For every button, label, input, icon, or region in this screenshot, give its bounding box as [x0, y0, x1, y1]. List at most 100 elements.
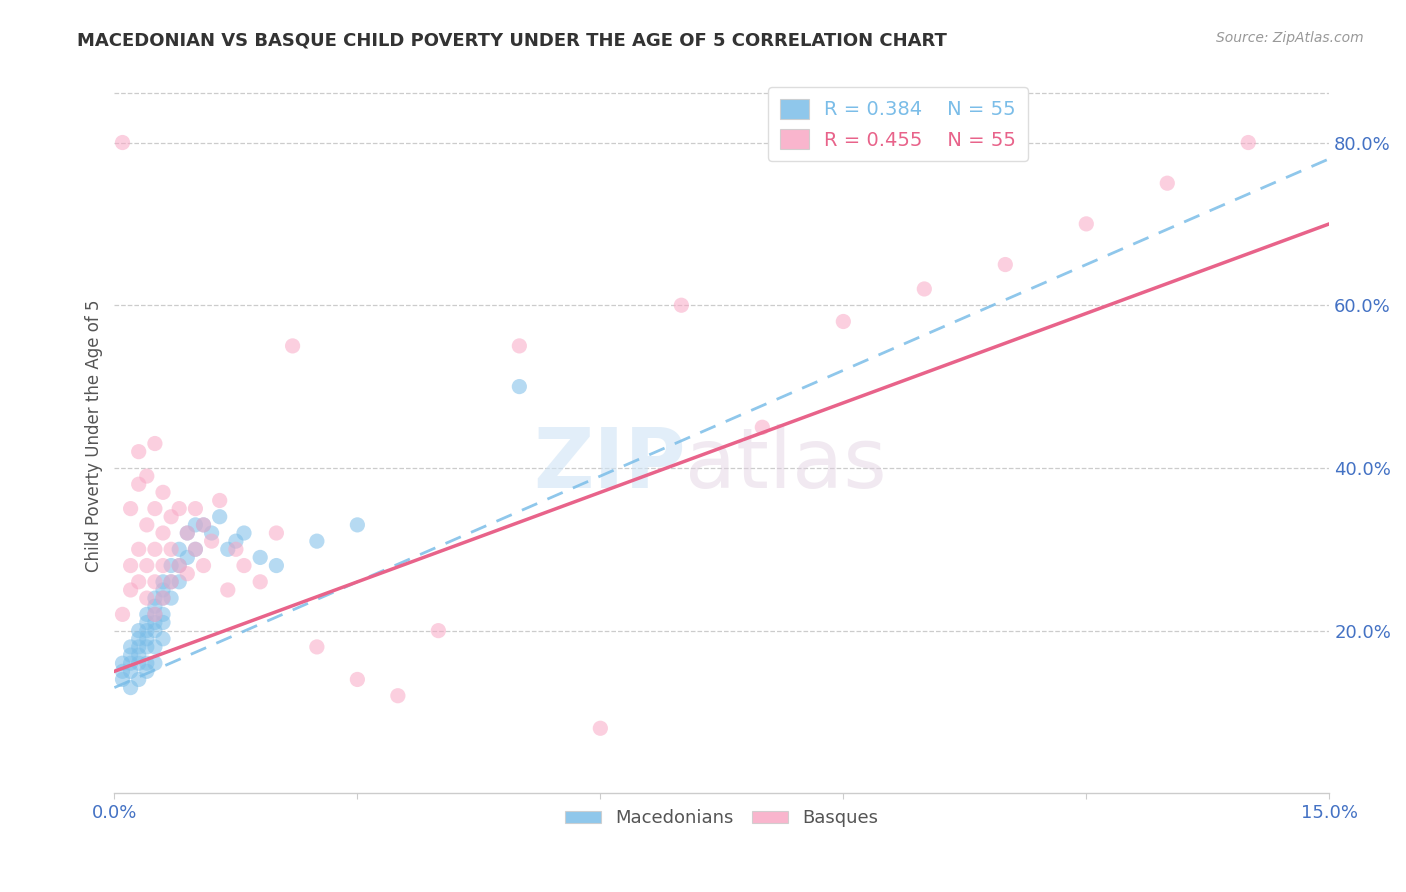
Point: [305, 640, 328, 654]
Point: [832, 314, 855, 328]
Y-axis label: Child Poverty Under the Age of 5: Child Poverty Under the Age of 5: [86, 299, 103, 572]
Point: [167, 501, 190, 516]
Point: [135, 607, 157, 622]
Point: [120, 640, 142, 654]
Point: [208, 509, 231, 524]
Point: [143, 542, 166, 557]
Point: [120, 582, 142, 597]
Point: [128, 574, 150, 589]
Point: [994, 258, 1017, 272]
Point: [128, 624, 150, 638]
Point: [143, 656, 166, 670]
Point: [152, 632, 174, 646]
Point: [135, 591, 157, 606]
Point: [128, 656, 150, 670]
Point: [111, 665, 134, 679]
Point: [128, 648, 150, 662]
Point: [111, 136, 134, 150]
Point: [135, 640, 157, 654]
Point: [1156, 176, 1178, 190]
Point: [143, 615, 166, 630]
Point: [346, 673, 368, 687]
Point: [208, 493, 231, 508]
Point: [427, 624, 450, 638]
Point: [184, 542, 207, 557]
Point: [143, 436, 166, 450]
Point: [266, 558, 288, 573]
Point: [128, 444, 150, 458]
Point: [135, 665, 157, 679]
Point: [167, 542, 190, 557]
Point: [233, 558, 256, 573]
Point: [281, 339, 304, 353]
Point: [135, 624, 157, 638]
Point: [135, 656, 157, 670]
Point: [167, 574, 190, 589]
Point: [193, 517, 215, 532]
Point: [589, 721, 612, 735]
Point: [160, 542, 183, 557]
Text: Source: ZipAtlas.com: Source: ZipAtlas.com: [1216, 31, 1364, 45]
Point: [143, 501, 166, 516]
Point: [176, 566, 198, 581]
Point: [184, 517, 207, 532]
Point: [167, 558, 190, 573]
Point: [152, 526, 174, 541]
Point: [346, 517, 368, 532]
Point: [152, 574, 174, 589]
Point: [120, 681, 142, 695]
Point: [167, 558, 190, 573]
Point: [160, 558, 183, 573]
Point: [111, 656, 134, 670]
Point: [176, 526, 198, 541]
Point: [120, 656, 142, 670]
Point: [152, 582, 174, 597]
Point: [152, 607, 174, 622]
Point: [135, 469, 157, 483]
Text: atlas: atlas: [685, 424, 887, 505]
Point: [176, 550, 198, 565]
Point: [508, 339, 530, 353]
Point: [135, 615, 157, 630]
Point: [128, 673, 150, 687]
Point: [143, 591, 166, 606]
Point: [193, 558, 215, 573]
Point: [200, 534, 222, 549]
Point: [1076, 217, 1098, 231]
Point: [266, 526, 288, 541]
Point: [249, 574, 271, 589]
Point: [152, 615, 174, 630]
Point: [120, 648, 142, 662]
Point: [1237, 136, 1260, 150]
Legend: Macedonians, Basques: Macedonians, Basques: [558, 802, 886, 834]
Point: [160, 574, 183, 589]
Point: [152, 485, 174, 500]
Point: [143, 607, 166, 622]
Point: [217, 582, 239, 597]
Text: MACEDONIAN VS BASQUE CHILD POVERTY UNDER THE AGE OF 5 CORRELATION CHART: MACEDONIAN VS BASQUE CHILD POVERTY UNDER…: [77, 31, 948, 49]
Point: [152, 591, 174, 606]
Point: [143, 624, 166, 638]
Text: ZIP: ZIP: [533, 424, 685, 505]
Point: [143, 574, 166, 589]
Point: [135, 632, 157, 646]
Point: [176, 526, 198, 541]
Point: [120, 558, 142, 573]
Point: [184, 542, 207, 557]
Point: [160, 591, 183, 606]
Point: [249, 550, 271, 565]
Point: [128, 477, 150, 491]
Point: [120, 501, 142, 516]
Point: [184, 501, 207, 516]
Point: [225, 542, 247, 557]
Point: [508, 379, 530, 393]
Point: [912, 282, 935, 296]
Point: [120, 665, 142, 679]
Point: [128, 640, 150, 654]
Point: [751, 420, 773, 434]
Point: [143, 640, 166, 654]
Point: [387, 689, 409, 703]
Point: [143, 599, 166, 614]
Point: [193, 517, 215, 532]
Point: [160, 509, 183, 524]
